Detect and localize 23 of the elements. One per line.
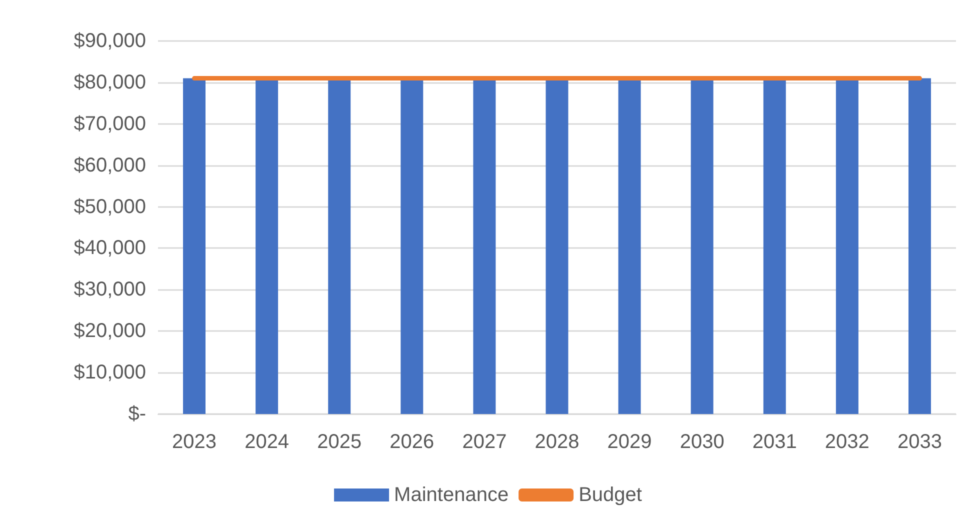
y-tick-label: $20,000 — [74, 320, 146, 342]
y-tick-label: $30,000 — [74, 278, 146, 301]
x-tick-label: 2030 — [680, 431, 724, 453]
y-tick-label: $- — [128, 403, 146, 425]
y-tick-label: $90,000 — [74, 30, 146, 52]
x-tick-label: 2023 — [172, 431, 217, 453]
x-tick-label: 2024 — [244, 431, 290, 453]
y-tick-label: $10,000 — [74, 362, 146, 384]
y-tick-label: $60,000 — [74, 154, 146, 176]
y-tick-label: $80,000 — [74, 71, 146, 94]
x-tick-label: 2033 — [897, 431, 942, 453]
x-tick-label: 2025 — [317, 431, 362, 453]
x-tick-label: 2027 — [462, 431, 507, 453]
y-tick-label: $50,000 — [74, 196, 146, 218]
x-tick-label: 2029 — [607, 431, 652, 453]
y-tick-label: $70,000 — [74, 112, 146, 135]
x-tick-label: 2028 — [534, 431, 580, 453]
y-tick-label: $40,000 — [74, 237, 146, 260]
legend-label: Maintenance — [394, 484, 509, 506]
x-tick-label: 2031 — [752, 431, 797, 453]
x-tick-label: 2032 — [824, 431, 870, 453]
legend-label: Budget — [578, 484, 642, 506]
x-tick-label: 2026 — [390, 431, 434, 453]
